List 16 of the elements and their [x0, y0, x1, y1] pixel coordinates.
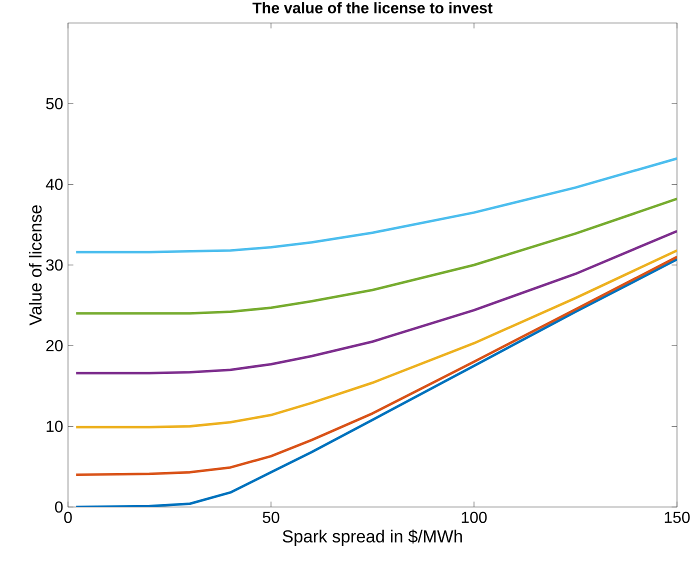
- y-axis-title: Value of license: [28, 205, 42, 326]
- y-tick-label: 40: [46, 178, 63, 190]
- line-series: [74, 157, 677, 254]
- x-axis-title: Spark spread in $/MWh: [282, 530, 462, 546]
- y-tick-label: 30: [46, 259, 63, 271]
- x-tick-label: 50: [262, 512, 280, 524]
- chart-title: The value of the license to invest: [252, 2, 492, 14]
- x-tick-label: 150: [664, 512, 690, 524]
- x-tick-label: 100: [462, 512, 487, 524]
- x-tick-label: 0: [64, 512, 72, 524]
- y-tick-label: 20: [46, 340, 63, 352]
- y-tick-label: 10: [46, 420, 63, 432]
- line-series: [74, 230, 677, 374]
- line-series: [74, 249, 677, 428]
- y-tick-label: 0: [55, 501, 63, 513]
- y-tick-label: 50: [46, 98, 63, 110]
